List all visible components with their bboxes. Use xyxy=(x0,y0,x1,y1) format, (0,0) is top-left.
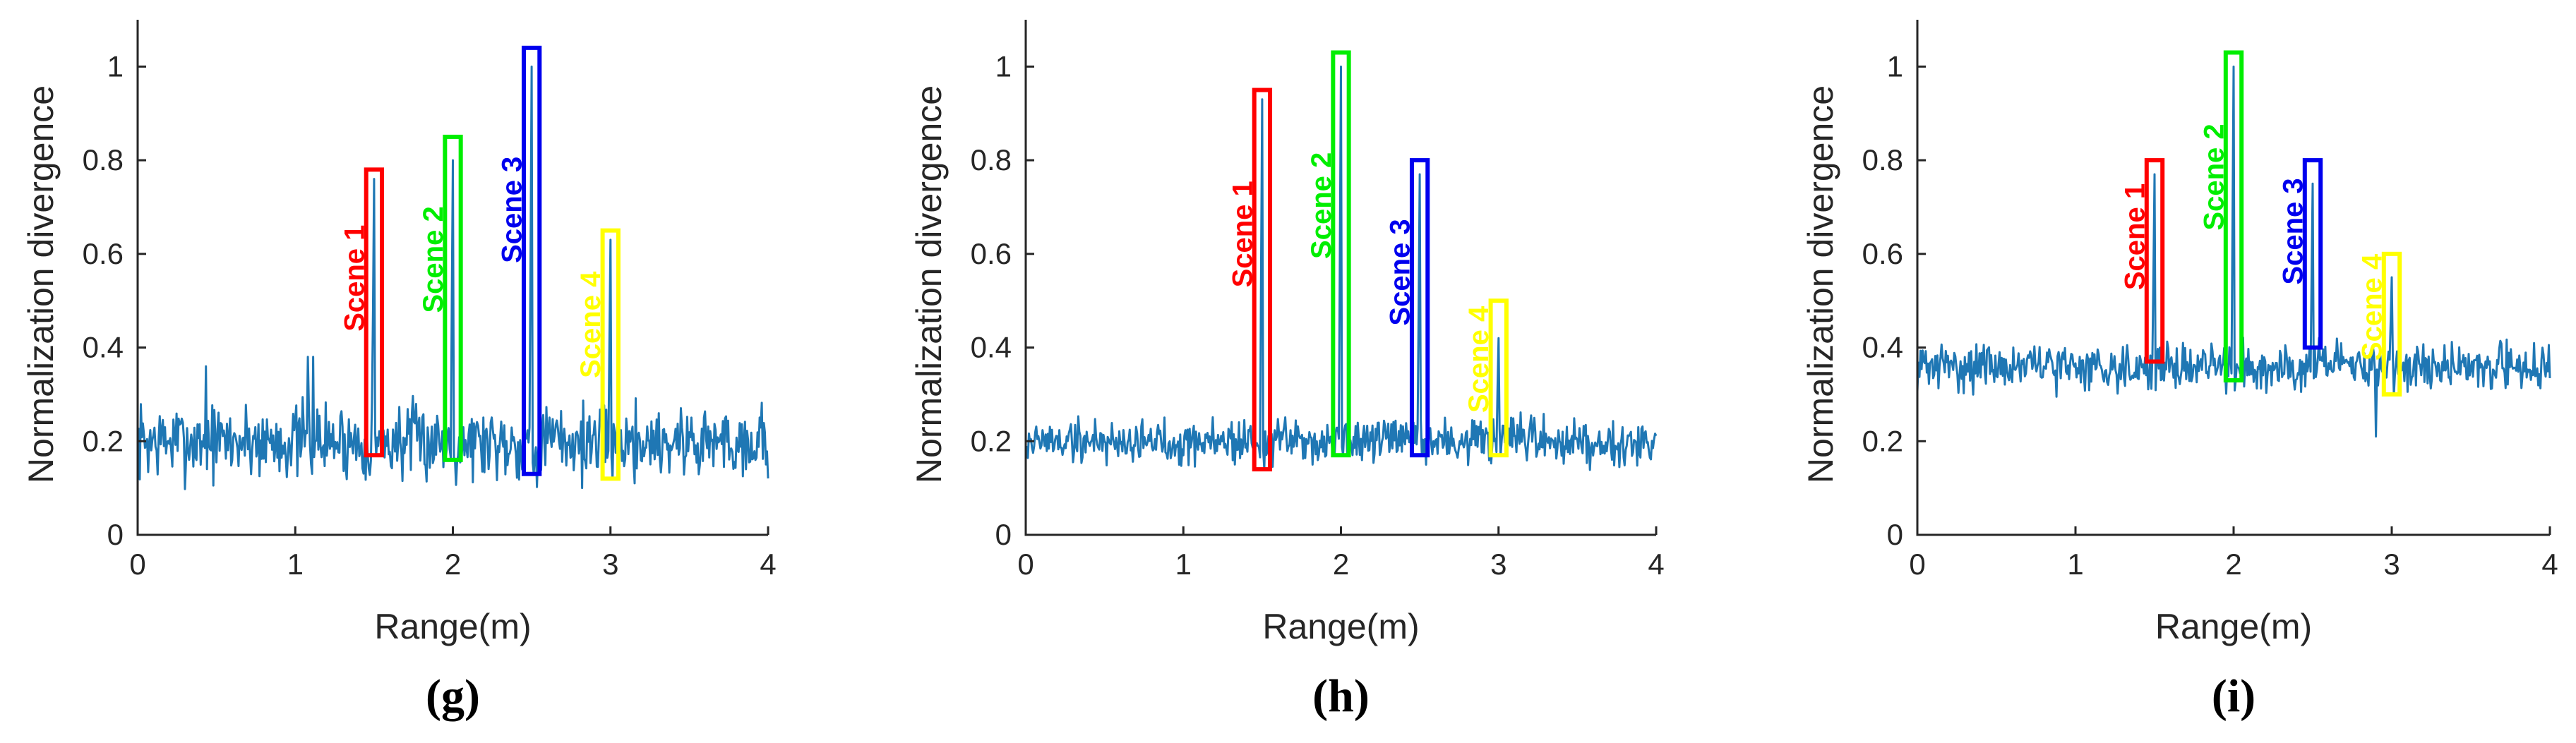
y-tick-label: 0 xyxy=(1887,518,1903,551)
chart-panel-2: Scene 1 Scene 2 Scene 3 Scene 4 0 1 2 3 4 0 0.2 0.4… xyxy=(909,20,1665,722)
y-tick-label: 0.6 xyxy=(83,237,124,270)
x-tick-label: 0 xyxy=(1017,548,1034,581)
x-tick-label: 1 xyxy=(1175,548,1192,581)
scene-box-4 xyxy=(1488,298,1509,458)
y-tick-label: 1 xyxy=(995,49,1012,83)
y-tick-label: 0 xyxy=(107,518,124,551)
x-tick-label: 4 xyxy=(1648,548,1664,581)
y-axis-label: Normalization divergence xyxy=(21,85,61,483)
panel-label: (i) xyxy=(2212,670,2256,722)
x-axis-label: Range(m) xyxy=(1262,607,1419,646)
x-tick-label: 0 xyxy=(1909,548,1925,581)
x-tick-label: 1 xyxy=(2067,548,2083,581)
chart-panel-3: Scene 1 Scene 2 Scene 3 Scene 4 0 1 2 3 4 0 0.2 0.4… xyxy=(1801,20,2558,722)
x-tick-label: 1 xyxy=(287,548,304,581)
y-axis-label: Normalization divergence xyxy=(1801,85,1840,483)
scene-box-1 xyxy=(1252,87,1273,472)
scene-box-1 xyxy=(2144,158,2165,364)
scene-box-3 xyxy=(1409,158,1430,458)
x-axis-label: Range(m) xyxy=(374,607,531,646)
scene-label-2: Scene 2 xyxy=(1306,152,1337,259)
y-tick-label: 0.6 xyxy=(971,237,1012,270)
scene-box-2 xyxy=(2223,50,2244,382)
y-tick-label: 1 xyxy=(107,49,124,83)
chart-panel-1: Scene 1 Scene 2 Scene 3 Scene 4 0 1 2 3 4 0 0.2 0.4… xyxy=(21,20,777,722)
scene-label-3: Scene 3 xyxy=(2277,178,2308,284)
panel-label: (g) xyxy=(426,670,480,722)
x-tick-label: 0 xyxy=(129,548,145,581)
scene-label-3: Scene 3 xyxy=(1385,219,1416,325)
scene-label-4: Scene 4 xyxy=(2356,253,2388,361)
scene-box-3 xyxy=(521,45,542,476)
y-tick-label: 0.8 xyxy=(971,143,1012,176)
scene-box-4 xyxy=(2381,251,2402,397)
scene-box-4 xyxy=(600,228,621,481)
y-axis-label: Normalization divergence xyxy=(909,85,949,483)
scene-label-1: Scene 1 xyxy=(2119,183,2150,290)
y-tick-label: 0.4 xyxy=(971,331,1012,364)
x-axis-label: Range(m) xyxy=(2155,607,2312,646)
y-tick-label: 0.2 xyxy=(1862,424,1903,457)
y-tick-label: 0.8 xyxy=(1862,143,1903,176)
y-tick-label: 0.4 xyxy=(83,331,124,364)
x-tick-label: 2 xyxy=(2225,548,2241,581)
y-tick-label: 0 xyxy=(995,518,1012,551)
scene-box-1 xyxy=(364,167,385,458)
x-tick-label: 4 xyxy=(760,548,776,581)
y-tick-label: 0.2 xyxy=(83,424,124,457)
scene-label-1: Scene 1 xyxy=(339,225,370,332)
x-tick-label: 4 xyxy=(2541,548,2558,581)
series-line-divergence xyxy=(1916,65,2551,438)
x-tick-label: 2 xyxy=(1333,548,1349,581)
series-line-divergence xyxy=(136,65,769,490)
x-tick-label: 3 xyxy=(602,548,618,581)
y-tick-label: 1 xyxy=(1887,49,1903,83)
scene-label-2: Scene 2 xyxy=(418,206,449,313)
y-tick-label: 0.4 xyxy=(1862,331,1903,364)
y-tick-label: 0.8 xyxy=(83,143,124,176)
scene-box-2 xyxy=(443,134,463,462)
panel-label: (h) xyxy=(1312,670,1370,722)
x-tick-label: 2 xyxy=(445,548,461,581)
scene-box-3 xyxy=(2302,158,2323,350)
series-line-divergence xyxy=(1024,65,1658,471)
scene-label-2: Scene 2 xyxy=(2198,123,2229,230)
scene-label-4: Scene 4 xyxy=(1463,306,1494,413)
scene-box-2 xyxy=(1331,50,1351,458)
scene-label-3: Scene 3 xyxy=(497,157,528,263)
y-tick-label: 0.6 xyxy=(1862,237,1903,270)
y-tick-label: 0.2 xyxy=(971,424,1012,457)
scene-label-4: Scene 4 xyxy=(575,271,606,378)
x-tick-label: 3 xyxy=(2383,548,2400,581)
scene-label-1: Scene 1 xyxy=(1227,181,1258,287)
x-tick-label: 3 xyxy=(1490,548,1506,581)
